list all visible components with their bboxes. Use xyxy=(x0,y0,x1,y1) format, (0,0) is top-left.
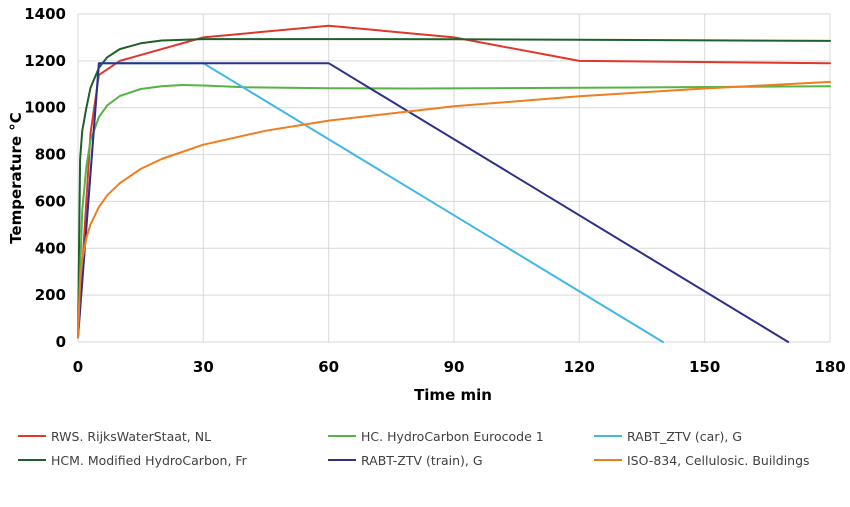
legend-item: RWS. RijksWaterStaat, NL xyxy=(18,426,211,446)
y-axis-title: Temperature °C xyxy=(7,112,25,244)
legend-item: HCM. Modified HydroCarbon, Fr xyxy=(18,450,247,470)
y-tick-label: 800 xyxy=(35,146,66,164)
grid xyxy=(77,13,831,343)
legend-label: HC. HydroCarbon Eurocode 1 xyxy=(361,428,544,444)
x-tick-label: 150 xyxy=(689,358,720,376)
series-line-1 xyxy=(77,38,831,339)
series-line-3 xyxy=(77,62,664,343)
x-tick-label: 0 xyxy=(73,358,83,376)
legend-swatch xyxy=(328,435,356,437)
series-layer xyxy=(77,24,831,343)
legend-swatch xyxy=(18,459,46,461)
series-line-0 xyxy=(77,24,831,339)
x-tick-label: 180 xyxy=(814,358,845,376)
legend-item: HC. HydroCarbon Eurocode 1 xyxy=(328,426,544,446)
legend-label: RABT_ZTV (car), G xyxy=(627,428,742,444)
tick-labels: 0 200 400 600 800 1000 1200 1400 0 30 60 90 120 150 18… xyxy=(24,5,845,376)
legend-item: RABT_ZTV (car), G xyxy=(594,426,742,446)
legend-label: ISO-834, Cellulosic. Buildings xyxy=(627,452,810,468)
series-line-4 xyxy=(77,62,790,343)
legend-swatch xyxy=(594,459,622,461)
legend-label: RWS. RijksWaterStaat, NL xyxy=(51,428,212,444)
x-axis-title: Time min xyxy=(414,386,492,404)
y-tick-label: 0 xyxy=(56,333,66,351)
legend-label: RABT-ZTV (train), G xyxy=(361,452,483,468)
legend-item: ISO-834, Cellulosic. Buildings xyxy=(594,450,810,470)
y-tick-label: 1000 xyxy=(24,99,66,117)
legend-label: HCM. Modified HydroCarbon, Fr xyxy=(51,452,247,468)
legend: RWS. RijksWaterStaat, NL HCM. Modified Hy… xyxy=(0,426,850,486)
x-tick-label: 90 xyxy=(444,358,465,376)
x-tick-label: 30 xyxy=(193,358,214,376)
legend-swatch xyxy=(594,435,622,437)
y-tick-label: 600 xyxy=(35,192,66,210)
legend-swatch xyxy=(328,459,356,461)
y-tick-label: 1400 xyxy=(24,5,66,23)
x-tick-label: 120 xyxy=(564,358,595,376)
y-tick-label: 400 xyxy=(35,239,66,257)
y-tick-label: 1200 xyxy=(24,52,66,70)
y-tick-label: 200 xyxy=(35,286,66,304)
legend-item: RABT-ZTV (train), G xyxy=(328,450,483,470)
series-line-5 xyxy=(77,80,831,339)
x-tick-label: 60 xyxy=(318,358,339,376)
legend-swatch xyxy=(18,435,46,437)
